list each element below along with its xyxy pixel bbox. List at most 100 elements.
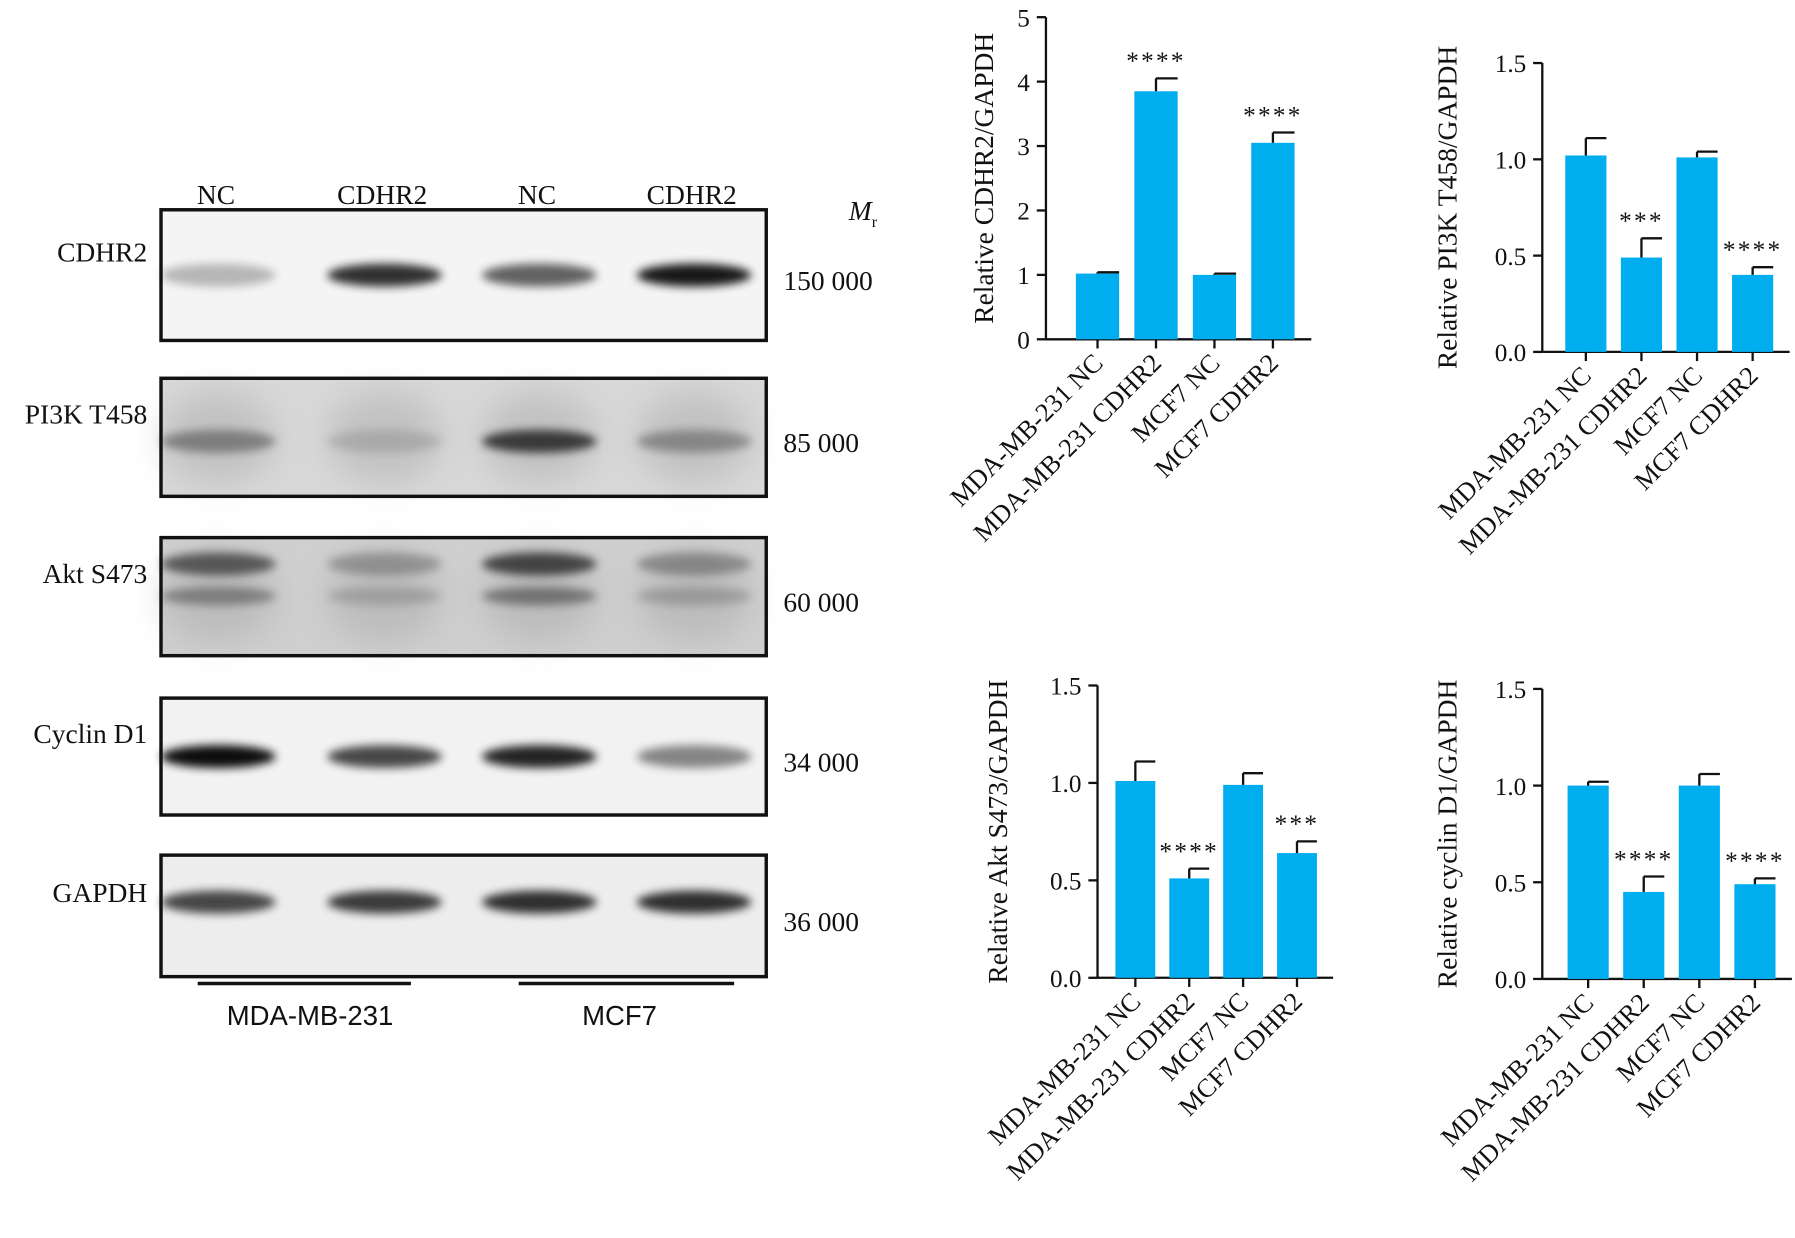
blot-frame (159, 853, 768, 979)
row-label: Akt S473 (43, 558, 148, 589)
blot-band (161, 263, 276, 287)
bar (1075, 273, 1120, 340)
significance: **** (1126, 48, 1186, 75)
bar (1169, 878, 1210, 978)
y-axis-label: Relative PI3K T458/GAPDH (1431, 46, 1462, 370)
y-tick-label: 1.0 (1050, 771, 1082, 798)
mr-subscript: r (872, 214, 878, 231)
y-tick-label: 0.5 (1495, 870, 1527, 897)
blot-frame (159, 208, 768, 343)
blot-frame (159, 376, 768, 499)
bar (1623, 891, 1665, 979)
bar (1620, 257, 1663, 352)
y-axis-label: Relative Akt S473/GAPDH (982, 679, 1013, 983)
blot-band (161, 745, 276, 769)
blot-band (481, 745, 597, 769)
blot-band (481, 429, 597, 453)
blot-band (481, 552, 597, 576)
significance: **** (1723, 237, 1783, 264)
error-bar (1241, 772, 1264, 785)
y-tick-label: 1.0 (1495, 148, 1527, 175)
significance: *** (1275, 811, 1320, 838)
y-tick-label: 0.5 (1495, 244, 1527, 271)
lane-label: CDHR2 (337, 179, 427, 210)
blot-band (636, 890, 752, 914)
y-tick-label: 1.5 (1495, 51, 1527, 78)
blot-band (327, 552, 442, 576)
y-tick-label: 5 (1017, 5, 1030, 32)
group-label: MCF7 (582, 1000, 657, 1031)
blot-band (327, 745, 442, 769)
blot-background (161, 855, 767, 977)
y-tick-label: 0.0 (1495, 967, 1527, 994)
y-tick-label: 1 (1017, 263, 1030, 290)
blot-band (327, 890, 442, 914)
blot-band (161, 552, 276, 576)
lane-label: CDHR2 (647, 179, 737, 210)
mr-value: 60 000 (783, 587, 859, 618)
mr-value: 34 000 (783, 746, 859, 777)
error-bar (1586, 780, 1609, 786)
y-tick-label: 0.0 (1050, 966, 1082, 993)
mr-label: Mr (848, 195, 878, 231)
error-bar (1642, 875, 1665, 892)
row-label: CDHR2 (57, 236, 147, 267)
error-bar (1584, 137, 1607, 156)
lane-label: NC (518, 179, 556, 210)
blot-band (161, 890, 276, 914)
row-label: GAPDH (53, 877, 148, 908)
y-tick-label: 0.0 (1495, 340, 1527, 367)
y-tick-label: 0 (1017, 327, 1030, 354)
bar (1676, 157, 1718, 352)
significance: **** (1614, 846, 1674, 873)
bar (1567, 785, 1609, 979)
lane-label: NC (197, 179, 235, 210)
bar (1678, 785, 1720, 979)
y-tick-label: 3 (1017, 134, 1030, 161)
blot-band (636, 552, 752, 576)
y-tick-label: 1.0 (1495, 774, 1527, 801)
error-bar (1154, 77, 1178, 92)
error-bar (1751, 266, 1774, 275)
row-label: PI3K T458 (25, 399, 148, 430)
y-tick-label: 1.5 (1495, 677, 1527, 704)
y-axis-label: Relative CDHR2/GAPDH (968, 33, 999, 324)
blot-band (327, 586, 442, 606)
bar (1134, 91, 1178, 340)
bar (1251, 142, 1295, 340)
blot-band (161, 586, 276, 606)
error-bar (1695, 150, 1718, 158)
mr-symbol: M (848, 195, 874, 226)
blot-band (636, 745, 752, 769)
group-label: MDA-MB-231 (227, 1000, 394, 1031)
significance: **** (1243, 102, 1303, 129)
mr-value: 150 000 (783, 265, 872, 296)
significance: *** (1619, 208, 1664, 235)
error-bar (1213, 272, 1237, 275)
bar (1223, 784, 1264, 978)
y-tick-label: 1.5 (1050, 674, 1082, 701)
bar (1732, 274, 1774, 352)
error-bar (1134, 760, 1156, 781)
row-label: Cyclin D1 (33, 718, 147, 749)
error-bar (1753, 877, 1776, 885)
y-tick-label: 4 (1017, 70, 1030, 97)
bar (1565, 155, 1607, 352)
blot-frame (159, 696, 768, 817)
blot-band (481, 890, 597, 914)
blot-band (327, 429, 442, 453)
significance: **** (1159, 838, 1219, 865)
bar (1734, 884, 1776, 979)
error-bar (1698, 772, 1720, 786)
bar (1277, 853, 1317, 978)
blot-band (636, 263, 752, 287)
blot-band (161, 429, 276, 453)
mr-value: 85 000 (783, 427, 859, 458)
error-bar (1271, 131, 1295, 143)
error-bar (1295, 840, 1317, 854)
error-bar (1096, 271, 1120, 274)
blot-band (636, 429, 752, 453)
blot-frame (159, 535, 768, 658)
